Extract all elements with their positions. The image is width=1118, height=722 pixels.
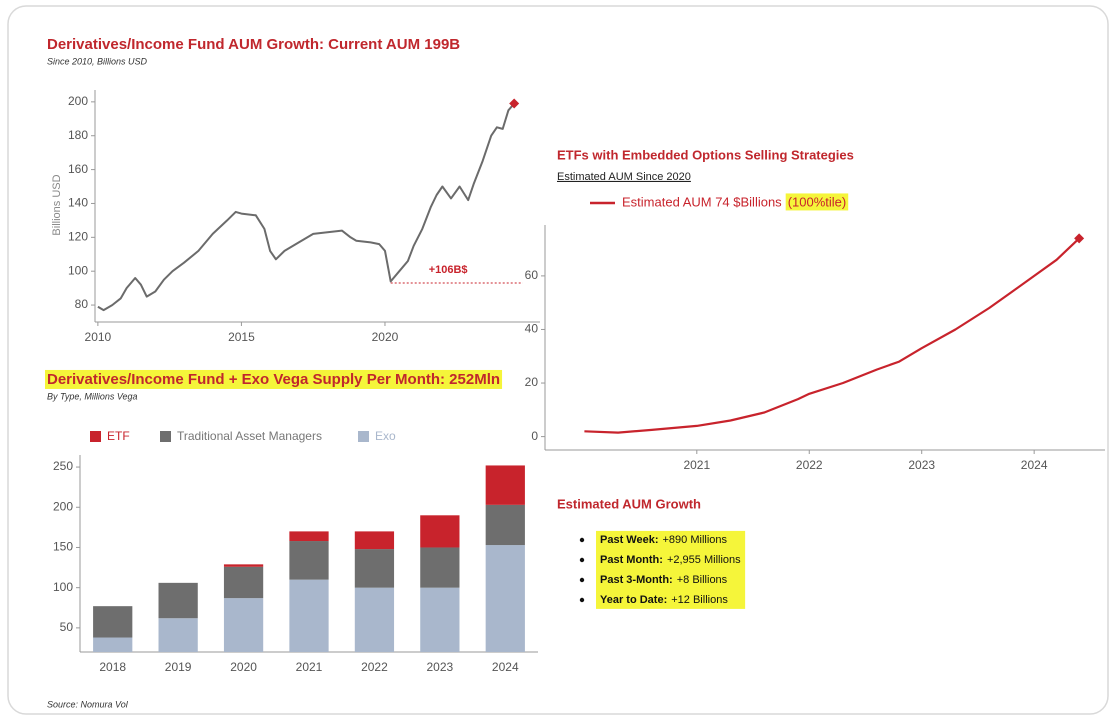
growth-value: +12 Billions [671,594,728,606]
growth-label: Year to Date: [600,594,667,606]
legend-swatch [160,431,171,442]
source: Source: Nomura Vol [47,699,129,709]
bar-segment [420,587,460,652]
legend-note: (100%tile) [788,194,847,209]
x-tick-label: 2015 [228,330,255,344]
growth-item: Past 3-Month: +8 Billions [600,574,728,586]
bar-segment [93,637,133,652]
chart-subtitle: Since 2010, Billions USD [47,56,148,66]
growth-value: +890 Millions [663,534,728,546]
y-tick-label: 200 [53,499,73,513]
bar-segment [420,547,460,588]
x-tick-label: 2021 [296,660,323,674]
legend-label: Exo [375,429,396,443]
bar-segment [158,618,198,652]
end-marker [509,98,520,109]
growth-label: Past Month: [600,554,663,566]
x-tick-label: 2023 [427,660,454,674]
bar-segment [354,587,395,652]
y-tick-label: 140 [68,196,88,210]
chart-title: ETFs with Embedded Options Selling Strat… [557,147,854,162]
bar-segment [485,465,525,505]
bar-segment [223,598,264,652]
x-tick-label: 2023 [908,458,935,472]
x-tick-label: 2010 [85,330,112,344]
y-tick-label: 160 [68,162,88,176]
growth-label: Past Week: [600,534,659,546]
x-tick-label: 2020 [230,660,257,674]
growth-item: Past Month: +2,955 Millions [600,554,741,566]
legend-label: Estimated AUM 74 $Billions [622,194,782,209]
bar-segment [223,566,264,599]
legend-label: ETF [107,429,130,443]
growth-value: +2,955 Millions [667,554,741,566]
growth-item: Past Week: +890 Millions [600,534,728,546]
highlight [785,193,849,211]
card [7,5,1109,715]
bar-segment [289,531,329,542]
x-tick-label: 2021 [683,458,710,472]
bar-segment [354,549,395,588]
x-tick-label: 2018 [99,660,126,674]
chart-subtitle: Estimated AUM Since 2020 [557,171,691,183]
end-marker [1074,233,1085,244]
annotation: +106B$ [429,264,468,276]
bullet [579,597,585,603]
bullet [579,557,585,563]
y-tick-label: 20 [525,375,539,389]
growth-title: Estimated AUM Growth [557,496,701,511]
y-axis-label: Billions USD [51,174,63,235]
growth-value: +8 Billions [677,574,728,586]
growth-label: Past 3-Month: [600,574,673,586]
bar-segment [420,515,460,548]
legend-label: Traditional Asset Managers [177,429,322,443]
y-tick-label: 0 [531,429,538,443]
bar-segment [93,606,133,638]
x-tick-label: 2022 [361,660,388,674]
chart-title: Derivatives/Income Fund + Exo Vega Suppl… [47,371,500,388]
y-tick-label: 40 [525,322,539,336]
bar-segment [289,579,329,652]
bar-segment [289,541,329,580]
x-tick-label: 2022 [796,458,823,472]
line [97,102,515,312]
y-tick-label: 100 [53,580,73,594]
chart-subtitle: By Type, Millions Vega [47,391,138,401]
y-tick-label: 60 [525,268,539,282]
y-tick-label: 120 [68,230,88,244]
y-tick-label: 100 [68,263,88,277]
y-tick-label: 50 [60,620,74,634]
highlight [45,369,503,389]
y-tick-label: 80 [75,297,89,311]
bar-segment [223,564,264,567]
x-tick-label: 2019 [165,660,192,674]
line [584,237,1080,434]
bar-segment [158,582,198,619]
y-tick-label: 200 [68,94,88,108]
legend-swatch [90,431,101,442]
highlights [45,193,849,609]
highlight [596,530,746,609]
x-tick-label: 2020 [372,330,399,344]
x-tick-label: 2024 [1021,458,1048,472]
chart-title: Derivatives/Income Fund AUM Growth: Curr… [47,36,460,53]
y-tick-label: 180 [68,128,88,142]
bullet [579,577,585,583]
bullet [579,537,585,543]
bar-segment [485,545,525,652]
legend-swatch [358,431,369,442]
x-tick-label: 2024 [492,660,519,674]
bar-segment [485,504,525,546]
y-tick-label: 250 [53,459,73,473]
y-tick-label: 150 [53,540,73,554]
bar-segment [354,531,395,550]
growth-item: Year to Date: +12 Billions [600,594,728,606]
